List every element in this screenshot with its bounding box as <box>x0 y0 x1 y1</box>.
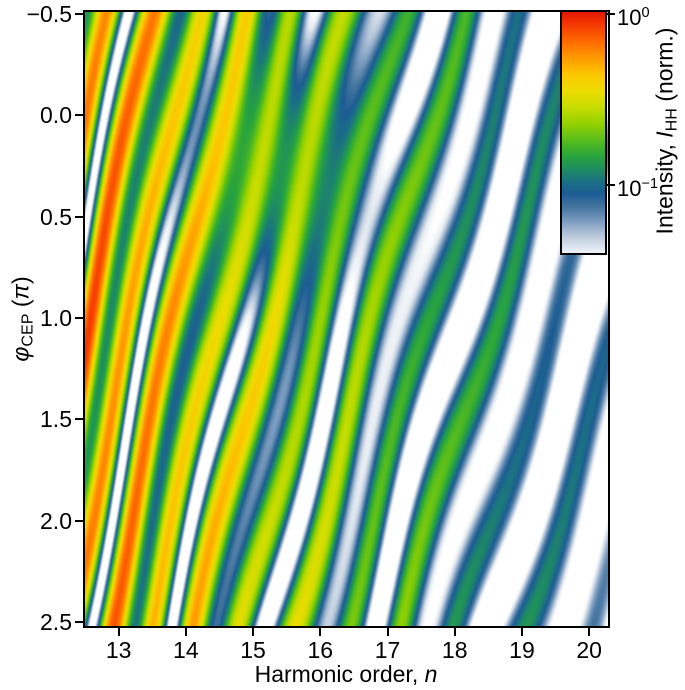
colorbar-tick-label: 100 <box>617 1 650 30</box>
colorbar-label-suffix: (norm.) <box>651 27 678 109</box>
heatmap-canvas <box>85 12 608 626</box>
y-tick-label: 0.5 <box>40 203 72 230</box>
y-tick-label: −0.5 <box>26 1 72 28</box>
x-tick-mark <box>184 628 187 636</box>
x-tick-label: 20 <box>576 637 602 663</box>
y-axis-label-pi: π <box>7 284 34 300</box>
colorbar-label: Intensity, IHH (norm.) <box>652 28 685 235</box>
colorbar-tick-mantissa: 10 <box>617 4 642 30</box>
colorbar-label-sub: HH <box>662 108 681 132</box>
x-tick-label: 19 <box>509 637 535 663</box>
y-axis-label: φCEP (π) <box>8 276 41 361</box>
y-axis-label-phi: φ <box>7 346 34 362</box>
x-tick-mark <box>453 628 456 636</box>
x-tick-label: 14 <box>173 637 199 663</box>
colorbar-gradient <box>562 12 605 253</box>
x-tick-mark <box>117 628 120 636</box>
x-axis-label-text: Harmonic order, <box>254 661 425 687</box>
y-tick-mark <box>75 316 83 319</box>
colorbar-tick-exponent: −1 <box>641 176 659 192</box>
x-tick-label: 18 <box>441 637 468 663</box>
x-tick-mark <box>386 628 389 636</box>
y-tick-label: 1.0 <box>40 304 72 331</box>
colorbar-tick-label: 10−1 <box>617 172 658 201</box>
y-tick-mark <box>75 114 83 117</box>
y-tick-mark <box>75 620 83 623</box>
x-tick-mark <box>520 628 523 636</box>
y-tick-label: 2.0 <box>40 507 72 534</box>
colorbar-tick-mark <box>607 13 615 15</box>
x-tick-label: 16 <box>307 637 334 663</box>
y-axis-label-paren-open: ( <box>7 299 34 314</box>
y-tick-mark <box>75 215 83 218</box>
x-tick-label: 15 <box>240 637 266 663</box>
colorbar-tick-mantissa: 10 <box>617 175 642 201</box>
x-tick-mark <box>588 628 591 636</box>
y-tick-label: 1.5 <box>40 406 72 433</box>
x-tick-mark <box>319 628 322 636</box>
x-tick-label: 17 <box>374 637 401 663</box>
x-tick-mark <box>252 628 255 636</box>
x-axis-label: Harmonic order, n <box>255 661 438 687</box>
y-tick-label: 2.5 <box>40 608 72 635</box>
y-tick-mark <box>75 418 83 421</box>
colorbar-label-symbol: I <box>651 131 678 138</box>
x-tick-label: 13 <box>105 637 132 663</box>
y-tick-label: 0.0 <box>40 102 72 129</box>
y-tick-mark <box>75 13 83 16</box>
y-axis-label-sub: CEP <box>18 313 37 347</box>
y-tick-mark <box>75 519 83 522</box>
x-axis-label-symbol: n <box>424 661 438 687</box>
colorbar-tick-mark <box>607 184 615 186</box>
colorbar-tick-exponent: 0 <box>641 5 650 21</box>
y-axis-label-paren-close: ) <box>7 276 34 285</box>
